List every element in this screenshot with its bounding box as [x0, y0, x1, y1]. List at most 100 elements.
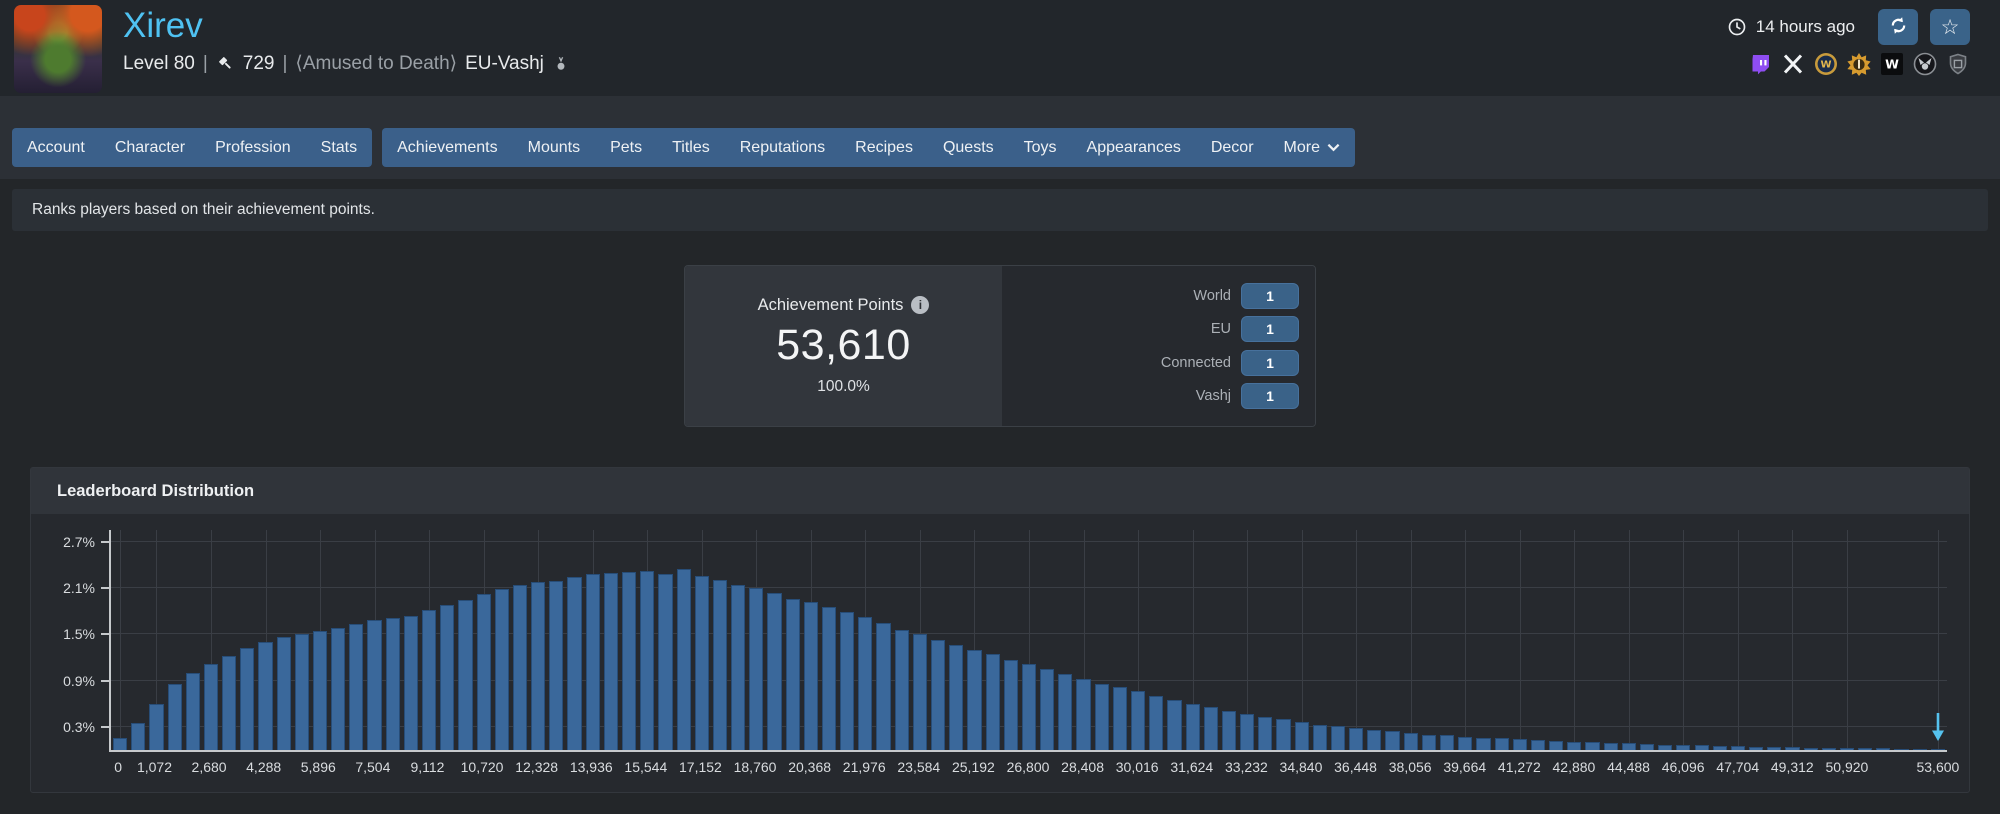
distribution-bar[interactable]	[1804, 748, 1818, 750]
tab-quests[interactable]: Quests	[928, 128, 1009, 167]
distribution-bar[interactable]	[1113, 687, 1127, 750]
distribution-bar[interactable]	[1495, 738, 1509, 750]
distribution-bar[interactable]	[1676, 745, 1690, 750]
tab-account[interactable]: Account	[12, 128, 100, 167]
distribution-bar[interactable]	[531, 582, 545, 750]
distribution-bar[interactable]	[713, 580, 727, 750]
distribution-bar[interactable]	[913, 634, 927, 750]
distribution-bar[interactable]	[186, 673, 200, 750]
distribution-bar[interactable]	[222, 656, 236, 750]
distribution-bar[interactable]	[1131, 691, 1145, 750]
distribution-bar[interactable]	[677, 569, 691, 750]
tab-appearances[interactable]: Appearances	[1072, 128, 1196, 167]
distribution-bar[interactable]	[804, 602, 818, 750]
distribution-bar[interactable]	[1167, 700, 1181, 750]
distribution-bar[interactable]	[822, 607, 836, 750]
distribution-bar[interactable]	[331, 628, 345, 750]
distribution-bar[interactable]	[1058, 674, 1072, 750]
distribution-bar[interactable]	[1822, 748, 1836, 750]
tab-character[interactable]: Character	[100, 128, 200, 167]
distribution-bar[interactable]	[767, 593, 781, 750]
distribution-bar[interactable]	[131, 723, 145, 750]
rank-value-badge[interactable]: 1	[1241, 283, 1299, 309]
distribution-bar[interactable]	[1022, 664, 1036, 750]
distribution-bar[interactable]	[495, 589, 509, 750]
distribution-bar[interactable]	[1840, 748, 1854, 750]
distribution-bar[interactable]	[1004, 660, 1018, 750]
distribution-bar[interactable]	[1458, 737, 1472, 750]
distribution-bar[interactable]	[349, 624, 363, 750]
twitch-icon[interactable]	[1748, 52, 1772, 76]
tab-stats[interactable]: Stats	[306, 128, 372, 167]
distribution-bar[interactable]	[258, 642, 272, 750]
tab-profession[interactable]: Profession	[200, 128, 306, 167]
distribution-bar[interactable]	[1640, 744, 1654, 750]
distribution-bar[interactable]	[1222, 711, 1236, 750]
distribution-bar[interactable]	[1349, 728, 1363, 750]
distribution-bar[interactable]	[695, 576, 709, 750]
raider-io-icon[interactable]	[1913, 52, 1937, 76]
distribution-bar[interactable]	[367, 620, 381, 750]
distribution-bar[interactable]	[1604, 743, 1618, 750]
tab-toys[interactable]: Toys	[1009, 128, 1072, 167]
wowhead-icon[interactable]	[1847, 52, 1871, 76]
distribution-bar[interactable]	[986, 654, 1000, 750]
distribution-bar[interactable]	[1913, 749, 1927, 750]
refresh-button[interactable]	[1878, 9, 1918, 45]
distribution-bar[interactable]	[1658, 745, 1672, 750]
distribution-plot[interactable]: 0.3%0.9%1.5%2.1%2.7%	[109, 530, 1947, 752]
distribution-bar[interactable]	[1440, 735, 1454, 750]
distribution-bar[interactable]	[1476, 738, 1490, 750]
wow-armory-icon[interactable]: W	[1814, 52, 1838, 76]
distribution-bar[interactable]	[1276, 719, 1290, 750]
distribution-bar[interactable]	[1549, 741, 1563, 750]
distribution-bar[interactable]	[567, 577, 581, 750]
distribution-bar[interactable]	[1767, 747, 1781, 750]
rank-value-badge[interactable]: 1	[1241, 316, 1299, 342]
distribution-bar[interactable]	[749, 588, 763, 750]
distribution-bar[interactable]	[1095, 684, 1109, 750]
distribution-bar[interactable]	[240, 648, 254, 750]
distribution-bar[interactable]	[876, 623, 890, 750]
distribution-bar[interactable]	[840, 612, 854, 750]
distribution-bar[interactable]	[949, 645, 963, 750]
tab-more[interactable]: More	[1269, 128, 1355, 167]
distribution-bar[interactable]	[622, 572, 636, 750]
distribution-bar[interactable]	[931, 640, 945, 750]
distribution-bar[interactable]	[458, 600, 472, 750]
tab-achievements[interactable]: Achievements	[382, 128, 513, 167]
favorite-button[interactable]: ☆	[1930, 9, 1970, 45]
distribution-bar[interactable]	[1876, 748, 1890, 750]
distribution-bar[interactable]	[586, 574, 600, 750]
distribution-bar[interactable]	[1531, 740, 1545, 750]
distribution-bar[interactable]	[404, 616, 418, 750]
distribution-bar[interactable]	[1567, 742, 1581, 750]
distribution-bar[interactable]	[313, 631, 327, 750]
distribution-bar[interactable]	[967, 650, 981, 750]
distribution-bar[interactable]	[1695, 745, 1709, 750]
distribution-bar[interactable]	[1585, 742, 1599, 750]
distribution-bar[interactable]	[1731, 746, 1745, 750]
character-name[interactable]: Xirev	[123, 5, 570, 47]
distribution-bar[interactable]	[640, 571, 654, 750]
warcraft-logs-icon[interactable]: W	[1880, 52, 1904, 76]
distribution-bar[interactable]	[895, 630, 909, 750]
distribution-bar[interactable]	[1858, 748, 1872, 750]
tab-reputations[interactable]: Reputations	[725, 128, 840, 167]
distribution-bar[interactable]	[731, 585, 745, 750]
distribution-bar[interactable]	[1331, 726, 1345, 750]
realm-name[interactable]: EU-Vashj	[465, 53, 544, 75]
distribution-bar[interactable]	[549, 581, 563, 750]
distribution-bar[interactable]	[204, 664, 218, 750]
distribution-bar[interactable]	[1367, 730, 1381, 750]
distribution-bar[interactable]	[786, 599, 800, 750]
distribution-bar[interactable]	[1204, 707, 1218, 750]
distribution-bar[interactable]	[477, 594, 491, 750]
tab-mounts[interactable]: Mounts	[513, 128, 595, 167]
rank-value-badge[interactable]: 1	[1241, 350, 1299, 376]
distribution-bar[interactable]	[440, 605, 454, 750]
distribution-bar[interactable]	[1240, 714, 1254, 750]
distribution-bar[interactable]	[277, 637, 291, 750]
distribution-bar[interactable]	[858, 617, 872, 750]
distribution-bar[interactable]	[295, 634, 309, 750]
